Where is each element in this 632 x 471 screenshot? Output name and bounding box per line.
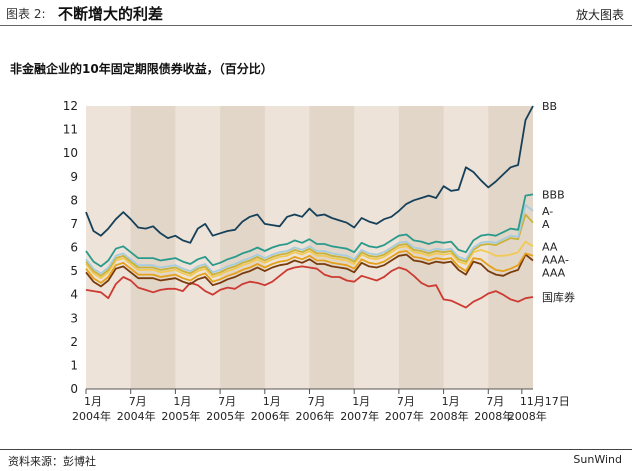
x-tick-year-label: 2004年 [117, 409, 156, 423]
series-line [85, 265, 534, 309]
x-tick-label: 1月 [352, 395, 370, 408]
series-label: A [542, 218, 550, 231]
x-tick-year-label: 2008年 [474, 409, 513, 423]
series-line [85, 253, 534, 288]
series-label: 国库券 [542, 290, 575, 304]
line-chart: 01234567891011121月2004年7月2004年1月2005年7月2… [63, 99, 575, 423]
x-tick-label: 7月 [129, 395, 147, 408]
x-tick-year-label: 2007年 [340, 409, 379, 423]
x-tick-year-label: 2005年 [161, 409, 200, 423]
series-line [85, 240, 534, 280]
y-tick-label: 3 [70, 311, 78, 325]
x-tick-year-label: 2005年 [206, 409, 245, 423]
series-line [85, 213, 534, 277]
source-note: 资料来源：彭博社 [8, 455, 96, 468]
y-tick-label: 12 [63, 99, 78, 113]
x-tick-label: 7月 [308, 395, 326, 408]
page-title: 不断增大的利差 [58, 5, 164, 23]
x-tick-label: 1月 [442, 395, 460, 408]
y-tick-label: 2 [70, 335, 78, 349]
x-tick-label: 7月 [218, 395, 236, 408]
enlarge-chart-link[interactable]: 放大图表 [575, 8, 624, 22]
plot-band [130, 106, 176, 389]
x-tick-year-label: 2008年 [430, 409, 469, 423]
y-tick-label: 7 [70, 217, 78, 231]
x-tick-year-label: 2008年 [508, 409, 547, 423]
y-tick-label: 6 [70, 241, 78, 255]
x-tick-year-label: 2006年 [251, 409, 290, 423]
x-tick-year-label: 2006年 [296, 409, 335, 423]
x-tick-label: 7月 [486, 395, 504, 408]
chart-title: 非金融企业的10年固定期限债券收益，（百分比） [10, 62, 273, 76]
x-tick-label: 11月17日 [520, 395, 570, 408]
y-tick-label: 9 [70, 170, 78, 184]
plot-band [488, 106, 533, 389]
y-tick-label: 11 [63, 123, 78, 137]
series-label: AAA- [542, 253, 569, 266]
x-tick-label: 7月 [397, 395, 415, 408]
plot-band [398, 106, 444, 389]
series-label: BB [542, 100, 557, 113]
y-tick-label: 4 [70, 288, 78, 302]
series-line [85, 105, 534, 244]
header-divider [0, 25, 632, 26]
series-line [85, 250, 534, 284]
y-tick-label: 5 [70, 264, 78, 278]
x-tick-year-label: 2007年 [385, 409, 424, 423]
x-tick-label: 1月 [84, 395, 102, 408]
y-tick-label: 1 [70, 358, 78, 372]
y-tick-label: 0 [70, 382, 78, 396]
y-tick-label: 8 [70, 193, 78, 207]
plot-band [309, 106, 355, 389]
x-tick-label: 1月 [173, 395, 191, 408]
header-bar: 图表 2: 不断增大的利差 放大图表 [0, 0, 632, 26]
series-line [85, 204, 534, 275]
x-tick-year-label: 2004年 [72, 409, 111, 423]
x-tick-label: 1月 [263, 395, 281, 408]
figure-label: 图表 2: [6, 7, 46, 21]
brand-watermark: SunWind [573, 453, 622, 466]
series-label: A- [542, 205, 553, 218]
series-line [85, 193, 534, 268]
series-label: BBB [542, 188, 565, 201]
y-tick-label: 10 [63, 146, 78, 160]
series-label: AA [542, 240, 558, 253]
series-label: AAA [542, 266, 566, 279]
footer-divider [0, 449, 632, 450]
